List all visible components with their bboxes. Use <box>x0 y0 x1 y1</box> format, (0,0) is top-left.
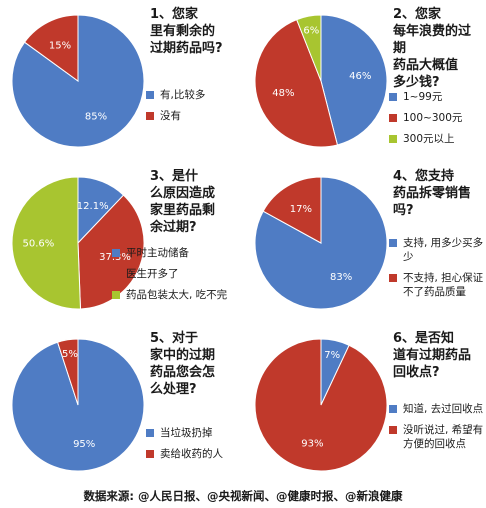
pie-2-slice-3 <box>296 14 322 82</box>
pie-5-slice-2 <box>56 338 79 406</box>
pie-3-slice-3 <box>11 176 82 310</box>
legend-label: 当垃圾扔掉 <box>160 427 213 439</box>
legend-label: 没听说过, 希望有方便的回收点 <box>403 424 484 450</box>
pie-4-slice-1 <box>254 176 388 310</box>
pie-1-slice-2-label: 15% <box>49 41 71 52</box>
pie-chart-5: 95% 5% <box>11 338 145 472</box>
pie-6-slice-2 <box>254 338 388 472</box>
pie-panel-3: 12.1% 37.3% 50.6% 3、是什 么原因造成 家里药品剩 余过期? 平时… <box>0 162 243 324</box>
pie-4-slice-1-label: 83% <box>330 272 352 283</box>
pie-panel-2: 46% 48% 6% 2、您家 每年浪费的过期 药品大概值 多少钱? 1~99元 10… <box>243 0 486 162</box>
pie-2-slice-3-label: 6% <box>303 25 319 36</box>
legend-swatch <box>146 450 154 458</box>
pie-chart-6: 7% 93% <box>254 338 388 472</box>
legend-1-item-1: 有,比较多 <box>146 88 242 102</box>
legend-swatch <box>112 291 120 299</box>
question-2: 2、您家 每年浪费的过期 药品大概值 多少钱? <box>393 7 472 90</box>
legend-label: 医生开多了 <box>126 268 179 280</box>
question-1: 1、您家 里有剩余的 过期药品吗? <box>150 7 223 56</box>
pie-4-slice-2 <box>262 176 322 244</box>
legend-swatch <box>389 135 397 143</box>
question-6: 6、是否知 道有过期药品 回收点? <box>393 331 472 380</box>
pie-3-slice-3-label: 50.6% <box>23 239 55 250</box>
pie-chart-3: 12.1% 37.3% 50.6% <box>11 176 145 310</box>
legend-2-item-2: 100~300元 <box>389 111 485 125</box>
legend-2-item-1: 1~99元 <box>389 90 485 104</box>
pie-5-slice-2-label: 5% <box>62 349 78 360</box>
legend-label: 支持, 用多少买多少 <box>403 237 484 263</box>
legend-6: 知道, 去过回收点没听说过, 希望有方便的回收点 <box>389 402 485 458</box>
legend-5-item-1: 当垃圾扔掉 <box>146 426 242 440</box>
legend-label: 知道, 去过回收点 <box>403 403 484 415</box>
legend-swatch <box>389 274 397 282</box>
pie-3-slice-1-label: 12.1% <box>77 201 109 212</box>
legend-label: 300元以上 <box>403 133 455 145</box>
question-3: 3、是什 么原因造成 家里药品剩 余过期? <box>150 169 216 235</box>
legend-swatch <box>112 249 120 257</box>
pie-panel-1: 85% 15% 1、您家 里有剩余的 过期药品吗? 有,比较多没有 <box>0 0 243 162</box>
legend-6-item-2: 没听说过, 希望有方便的回收点 <box>389 423 485 451</box>
pie-panel-5: 95% 5% 5、对于 家中的过期 药品您会怎 么处理? 当垃圾扔掉卖给收药的人 <box>0 324 243 486</box>
pie-2-slice-1-label: 46% <box>349 71 371 82</box>
legend-label: 没有 <box>160 110 181 122</box>
data-source-footer: 数据来源: @人民日报、@央视新闻、@健康时报、@新浪健康 <box>83 489 403 503</box>
legend-swatch <box>146 429 154 437</box>
pie-chart-2: 46% 48% 6% <box>254 14 388 148</box>
pie-6-slice-1-label: 7% <box>324 350 340 361</box>
legend-6-item-1: 知道, 去过回收点 <box>389 402 485 416</box>
legend-5: 当垃圾扔掉卖给收药的人 <box>146 426 242 468</box>
legend-label: 不支持, 担心保证不了药品质量 <box>403 272 484 298</box>
pie-3-slice-2 <box>77 194 145 310</box>
legend-swatch <box>146 91 154 99</box>
pie-2-slice-1 <box>320 14 388 146</box>
legend-4-item-2: 不支持, 担心保证不了药品质量 <box>389 271 485 299</box>
legend-swatch <box>389 405 397 413</box>
legend-swatch <box>146 112 154 120</box>
legend-swatch <box>389 239 397 247</box>
legend-label: 有,比较多 <box>160 89 206 101</box>
pie-panel-6: 7% 93% 6、是否知 道有过期药品 回收点? 知道, 去过回收点没听说过, 希… <box>243 324 486 486</box>
pie-2-slice-2 <box>254 18 339 148</box>
question-5: 5、对于 家中的过期 药品您会怎 么处理? <box>150 331 216 397</box>
legend-swatch <box>112 270 120 278</box>
legend-label: 100~300元 <box>403 112 463 124</box>
legend-label: 1~99元 <box>403 91 443 103</box>
legend-3-item-3: 药品包装太大, 吃不完 <box>112 288 242 302</box>
legend-label: 药品包装太大, 吃不完 <box>126 289 228 301</box>
legend-3: 平时主动储备 医生开多了药品包装太大, 吃不完 <box>112 246 242 309</box>
pie-1-slice-2 <box>23 14 79 82</box>
pie-chart-4: 83% 17% <box>254 176 388 310</box>
pie-1-slice-1-label: 85% <box>85 111 107 122</box>
legend-label: 平时主动储备 <box>126 247 189 259</box>
pie-4-slice-2-label: 17% <box>290 204 312 215</box>
legend-2: 1~99元 100~300元 300元以上 <box>389 90 485 153</box>
legend-swatch <box>389 93 397 101</box>
legend-label: 卖给收药的人 <box>160 448 223 460</box>
legend-swatch <box>389 426 397 434</box>
legend-4-item-1: 支持, 用多少买多少 <box>389 236 485 264</box>
legend-1: 有,比较多没有 <box>146 88 242 130</box>
legend-2-item-3: 300元以上 <box>389 132 485 146</box>
legend-swatch <box>389 114 397 122</box>
legend-4: 支持, 用多少买多少 不支持, 担心保证不了药品质量 <box>389 236 485 306</box>
legend-3-item-1: 平时主动储备 <box>112 246 242 260</box>
pie-chart-1: 85% 15% <box>11 14 145 148</box>
pie-5-slice-1-label: 95% <box>73 439 95 450</box>
legend-1-item-2: 没有 <box>146 109 242 123</box>
pie-2-slice-2-label: 48% <box>272 88 294 99</box>
legend-5-item-2: 卖给收药的人 <box>146 447 242 461</box>
legend-3-item-2: 医生开多了 <box>112 267 242 281</box>
question-4: 4、您支持 药品拆零销售 吗? <box>393 169 472 218</box>
pie-3-slice-2-label: 37.3% <box>99 252 131 263</box>
pie-panel-4: 83% 17% 4、您支持 药品拆零销售 吗? 支持, 用多少买多少 不支持, 担心… <box>243 162 486 324</box>
pie-6-slice-2-label: 93% <box>301 439 323 450</box>
